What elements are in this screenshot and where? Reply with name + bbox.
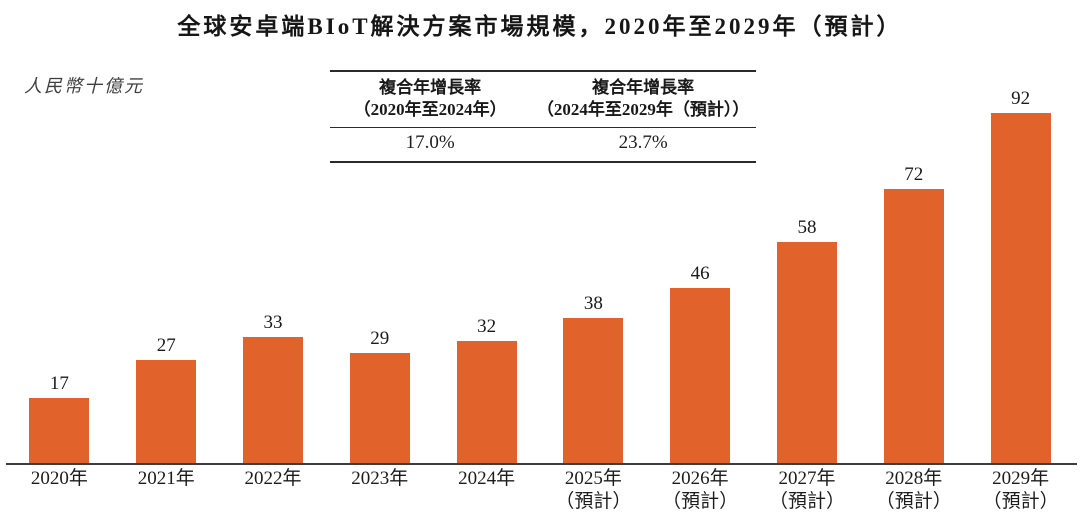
- y-axis-unit-label: 人民幣十億元: [24, 76, 144, 96]
- bar-value-label: 46: [690, 263, 710, 284]
- x-axis-label: 2028年 （預計）: [875, 468, 952, 512]
- bar-column: 17: [6, 0, 113, 463]
- x-axis-label: 2024年: [458, 468, 516, 489]
- cagr-header-line1: 複合年增長率: [379, 78, 482, 97]
- bar: [990, 113, 1051, 463]
- bar: [883, 189, 944, 463]
- cagr-value-2020-2024: 17.0%: [405, 132, 455, 153]
- cagr-header-line2: （2024年至2029年（預計））: [536, 100, 750, 119]
- x-axis-label: 2025年 （預計）: [555, 468, 632, 512]
- bar-value-label: 17: [49, 373, 69, 394]
- bar-column: 38: [540, 0, 647, 463]
- cagr-header-line1: 複合年增長率: [592, 78, 695, 97]
- cagr-header-2024-2029: 複合年增長率 （2024年至2029年（預計））: [530, 77, 756, 121]
- bar-value-label: 27: [156, 335, 176, 356]
- x-axis-labels: 2020年 2021年 2022年 2023年 2024年 2025年 （預計） 2026年（…: [6, 467, 1074, 513]
- chart-title: 全球安卓端BIoT解決方案市場規模，2020年至2029年（預計）: [177, 14, 903, 39]
- bar: [136, 360, 197, 463]
- bar-column: 46: [647, 0, 754, 463]
- bar-chart-plot-area: 17 27 33 29 32 38 46 58 72 92: [6, 0, 1074, 463]
- bar: [242, 337, 303, 463]
- x-axis-label: 2022年: [244, 468, 302, 489]
- bar-column: 32: [433, 0, 540, 463]
- bar: [349, 353, 410, 463]
- bar: [563, 318, 624, 463]
- x-axis-label: 2021年: [137, 468, 195, 489]
- x-axis-label: 2026年 （預計）: [662, 468, 739, 512]
- x-axis-label: 2027年 （預計）: [768, 468, 845, 512]
- x-axis-label: 2023年: [351, 468, 409, 489]
- bar-column: 29: [326, 0, 433, 463]
- bar-value-label: 92: [1011, 88, 1031, 109]
- bar: [776, 242, 837, 463]
- bar: [670, 288, 731, 463]
- cagr-header-2020-2024: 複合年增長率 （2020年至2024年）: [330, 77, 530, 121]
- bar-value-label: 38: [583, 293, 603, 314]
- cagr-table-value-row: 17.0% 23.7%: [330, 128, 756, 161]
- bar: [456, 341, 517, 463]
- bar-column: 92: [967, 0, 1074, 463]
- bar-value-label: 33: [263, 312, 283, 333]
- bar-column: 33: [220, 0, 327, 463]
- bar-value-label: 29: [370, 328, 390, 349]
- x-axis-label: 2029年 （預計）: [982, 468, 1059, 512]
- x-axis-label: 2020年: [30, 468, 88, 489]
- bar-column: 27: [113, 0, 220, 463]
- cagr-table-header-row: 複合年增長率 （2020年至2024年） 複合年增長率 （2024年至2029年…: [330, 72, 756, 128]
- x-axis-line: [6, 463, 1077, 465]
- bar-value-label: 72: [904, 164, 924, 185]
- bar-value-label: 58: [797, 217, 817, 238]
- cagr-value-2024-2029: 23.7%: [618, 132, 668, 153]
- bar: [29, 398, 90, 463]
- cagr-table: 複合年增長率 （2020年至2024年） 複合年增長率 （2024年至2029年…: [330, 70, 756, 163]
- bar-value-label: 32: [477, 316, 497, 337]
- cagr-header-line2: （2020年至2024年）: [353, 100, 507, 119]
- bar-column: 58: [754, 0, 861, 463]
- bar-column: 72: [860, 0, 967, 463]
